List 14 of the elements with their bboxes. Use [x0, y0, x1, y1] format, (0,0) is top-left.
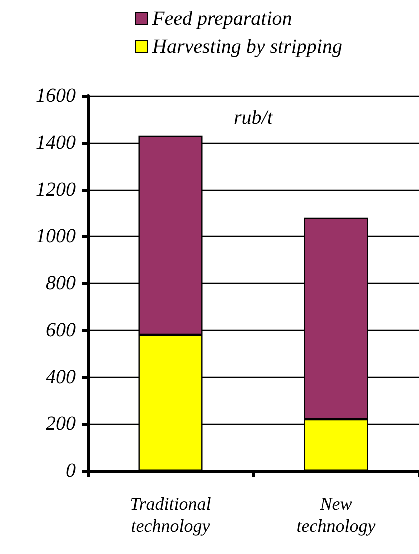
y-tick-label: 600 [46, 319, 76, 342]
y-tick-label: 1600 [36, 85, 76, 107]
y-tick-label: 1400 [36, 132, 76, 154]
legend-label: Harvesting by stripping [152, 36, 342, 58]
annotation: rub/t [234, 107, 274, 129]
y-tick-label: 200 [46, 413, 76, 436]
y-tick-label: 1000 [36, 226, 76, 248]
x-tick-label: New technology [296, 494, 376, 536]
y-tick-label: 1200 [36, 178, 76, 201]
x-tick-label: Traditional technology [130, 494, 212, 536]
y-tick-label: 800 [46, 272, 76, 294]
y-tick-label: 400 [46, 366, 76, 388]
legend-label: Feed preparation [152, 8, 292, 30]
y-tick-label: 0 [66, 460, 76, 482]
